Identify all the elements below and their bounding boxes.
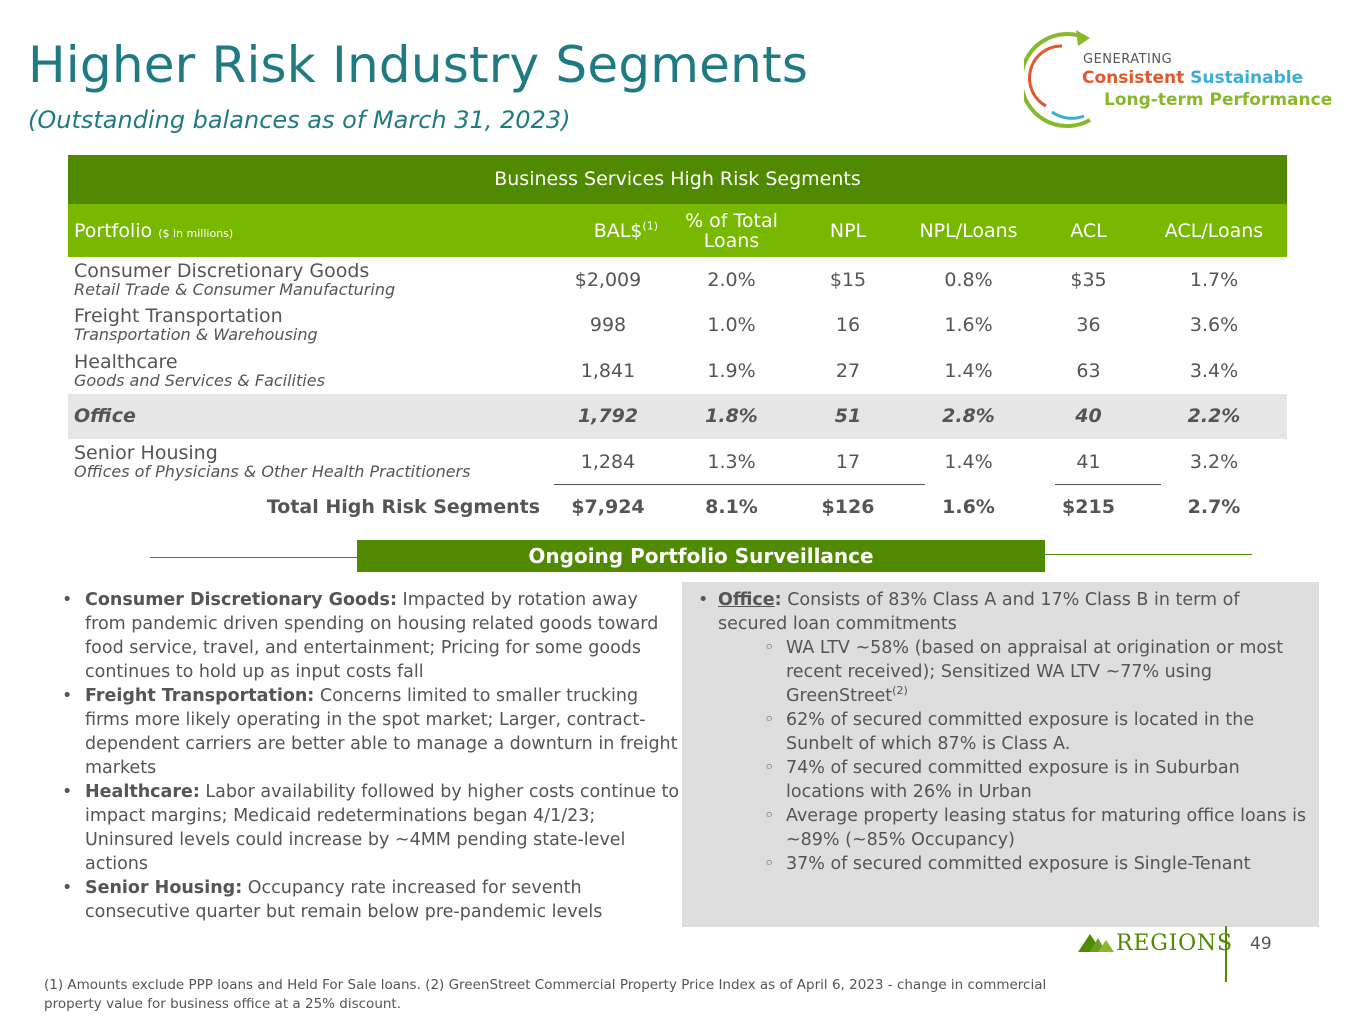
regions-logo: REGIONS (1076, 928, 1232, 958)
col-npl-loans: NPL/Loans (919, 219, 1018, 242)
logo-line2: Consistent Sustainable (1082, 68, 1303, 88)
list-item: 62% of secured committed exposure is loc… (764, 708, 1307, 756)
page-number: 49 (1250, 934, 1272, 954)
regions-wordmark: REGIONS (1116, 931, 1233, 956)
footer-divider (1225, 926, 1227, 982)
office-summary: Office: Consists of 83% Class A and 17% … (696, 588, 1307, 636)
circular-arrow-icon (1024, 30, 1091, 128)
table-header-row: Portfolio ($ in millions) BAL$(1) % of T… (68, 204, 1287, 257)
table-heading: Business Services High Risk Segments (68, 155, 1287, 204)
logo-sustainable: Sustainable (1190, 68, 1304, 88)
surveillance-line-left (150, 557, 357, 558)
list-item: WA LTV ~58% (based on appraisal at origi… (764, 636, 1307, 708)
logo-long-term: Long-term Performance (1104, 90, 1333, 110)
total-divider-line-acl (1055, 484, 1161, 485)
surveillance-banner: Ongoing Portfolio Surveillance (357, 540, 1045, 572)
logo-generating: GENERATING (1083, 52, 1173, 67)
surveillance-line-right (1045, 554, 1252, 555)
table-row: Senior Housing Offices of Physicians & Ot… (74, 441, 1239, 481)
high-risk-segments-table: Business Services High Risk Segments Por… (68, 155, 1287, 530)
col-pct-total: % of Total Loans (685, 209, 778, 252)
logo-consistent: Consistent (1082, 68, 1185, 88)
table-row: Freight Transportation Transportation & W… (74, 305, 1239, 345)
col-portfolio: Portfolio ($ in millions) (74, 219, 234, 242)
list-item: Healthcare: Labor availability followed … (60, 780, 680, 876)
list-item: 74% of secured committed exposure is in … (764, 756, 1307, 804)
col-bal: BAL$(1) (593, 219, 658, 242)
col-acl-loans: ACL/Loans (1164, 219, 1264, 242)
page-subtitle: (Outstanding balances as of March 31, 20… (28, 106, 571, 134)
list-item: Freight Transportation: Concerns limited… (60, 684, 680, 780)
regions-pyramid-icon (1078, 934, 1114, 952)
office-panel: Office: Consists of 83% Class A and 17% … (682, 582, 1319, 927)
list-item: Senior Housing: Occupancy rate increased… (60, 876, 680, 924)
table-total-row: Total High Risk Segments $7,924 8.1% $12… (266, 496, 1241, 519)
segment-commentary: Consumer Discretionary Goods: Impacted b… (60, 588, 680, 924)
list-item: 37% of secured committed exposure is Sin… (764, 852, 1307, 876)
generating-performance-logo: GENERATING Consistent Sustainable Long-t… (1024, 24, 1332, 134)
footnote: (1) Amounts exclude PPP loans and Held F… (44, 977, 1047, 1012)
table-row-highlighted: Office 1,792 1.8% 51 2.8% 40 2.2% (68, 393, 1287, 439)
list-item: Consumer Discretionary Goods: Impacted b… (60, 588, 680, 684)
page-title: Higher Risk Industry Segments (28, 36, 809, 94)
list-item: Average property leasing status for matu… (764, 804, 1307, 852)
total-divider-line (554, 484, 925, 485)
table-row: Healthcare Goods and Services & Facilitie… (74, 350, 1239, 390)
col-npl: NPL (829, 219, 867, 242)
table-row: Consumer Discretionary Goods Retail Trade… (74, 259, 1239, 299)
col-acl: ACL (1070, 219, 1107, 242)
